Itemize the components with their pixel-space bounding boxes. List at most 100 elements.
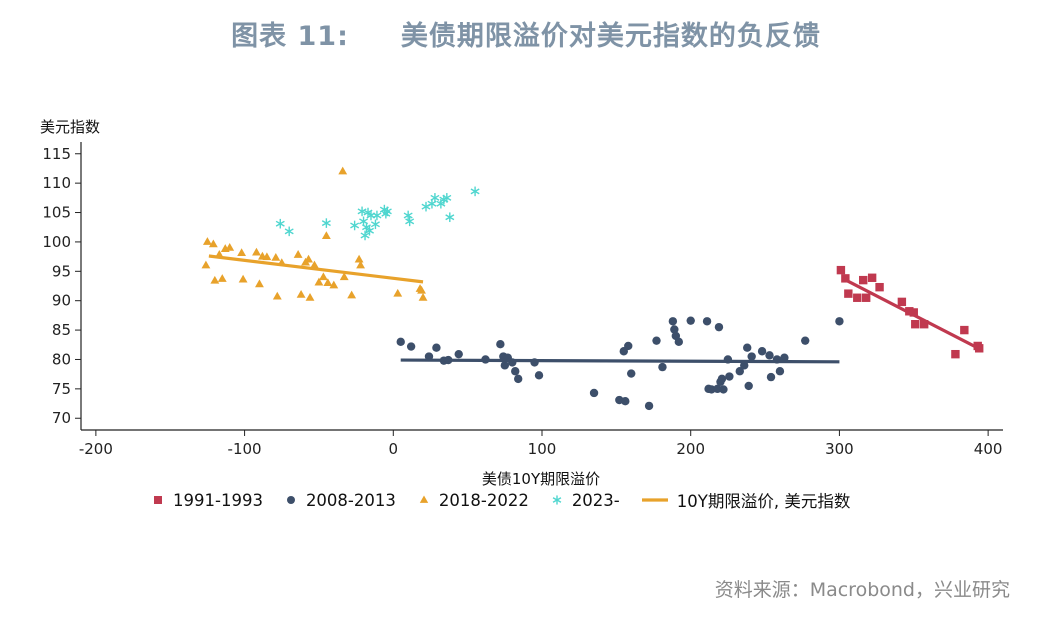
data-point [262, 252, 272, 261]
y-tick-label: 100 [42, 233, 71, 251]
data-point [347, 290, 357, 299]
data-point [658, 362, 667, 372]
data-point [780, 353, 789, 362]
y-tick-label: 70 [52, 409, 71, 427]
y-tick-label: 90 [52, 292, 71, 310]
data-point [238, 274, 248, 283]
data-point [500, 361, 510, 370]
data-point [314, 277, 324, 286]
y-axis-title: 美元指数 [40, 118, 100, 136]
series-2008-2013 [396, 316, 844, 411]
y-tick-label: 115 [42, 145, 71, 163]
figure-label: 图表 11: [231, 21, 349, 52]
x-tick-label: 100 [528, 440, 557, 458]
data-point [201, 260, 211, 269]
data-point [909, 308, 918, 317]
legend-marker [286, 496, 295, 504]
fit-line-1991-1993 [841, 276, 982, 351]
x-axis-title: 美债10Y期限溢价 [482, 470, 600, 488]
data-point [765, 351, 774, 360]
x-tick-label: 300 [825, 440, 854, 458]
data-point [534, 371, 544, 380]
legend-label: 10Y期限溢价, 美元指数 [676, 492, 851, 511]
x-tick-label: -100 [228, 440, 262, 458]
data-point [275, 218, 285, 229]
data-point [775, 367, 785, 376]
data-point [354, 254, 364, 263]
legend-label: 2008-2013 [305, 490, 396, 510]
data-point [836, 265, 846, 275]
fit-line-2018-2022 [208, 254, 424, 284]
data-point [702, 317, 712, 326]
data-point [897, 297, 907, 307]
data-point [357, 206, 367, 217]
legend-label: 2023- [571, 490, 620, 510]
figure-title: 图表 11: 美债期限溢价对美元指数的负反馈 [0, 14, 1052, 53]
data-point [747, 352, 756, 361]
data-point [621, 397, 630, 406]
data-point [454, 349, 463, 359]
data-point [372, 210, 382, 221]
y-tick-label: 95 [52, 262, 71, 280]
data-point [271, 252, 281, 261]
data-point [686, 316, 695, 325]
data-point [674, 337, 684, 347]
data-point [293, 250, 303, 258]
source-note: 资料来源：Macrobond，兴业研究 [714, 579, 1010, 601]
data-point [272, 291, 282, 300]
data-point [744, 381, 753, 391]
x-tick-label: 0 [389, 440, 399, 458]
data-point [405, 216, 415, 227]
legend-marker [154, 496, 162, 504]
data-point [442, 193, 452, 203]
data-point [255, 279, 264, 288]
data-point [217, 274, 227, 282]
data-point [514, 374, 523, 384]
data-point [396, 337, 405, 347]
data-point [652, 336, 661, 345]
data-point [861, 293, 871, 302]
data-point [714, 322, 724, 332]
y-tick-label: 85 [52, 321, 71, 339]
legend-item-2008-2013: 2008-2013 [285, 491, 396, 510]
data-point [844, 289, 853, 298]
data-point [406, 342, 416, 351]
data-point [296, 290, 306, 298]
data-point [208, 239, 218, 248]
data-point [350, 220, 360, 231]
data-point [445, 212, 455, 223]
legend-marker [419, 495, 429, 503]
y-tick-label: 75 [52, 380, 71, 398]
data-point [237, 248, 247, 257]
legend: 1991-1993 2008-2013 2018-2022 2023- 10Y期限溢价,… [152, 488, 872, 512]
legend-item-2023-: 2023- [551, 491, 620, 510]
legend-swatch [154, 496, 162, 504]
data-point [951, 349, 960, 359]
y-tick-label: 105 [42, 204, 71, 222]
legend-swatch [552, 495, 562, 505]
data-point [329, 280, 339, 289]
data-point [835, 317, 844, 326]
legend-swatch [419, 495, 429, 503]
data-point [496, 339, 505, 349]
axes: 70 75 80 85 90 95 100 105 110 115 -200 -100 0 100 200 3… [42, 142, 1003, 458]
x-tick-label: 400 [974, 440, 1003, 458]
data-point [624, 341, 633, 351]
data-point [403, 210, 413, 221]
data-point [318, 272, 328, 281]
legend-item-1991-1993: 1991-1993 [152, 491, 263, 510]
y-tick-label: 80 [52, 350, 71, 368]
data-point [432, 343, 441, 352]
data-point [323, 278, 333, 287]
data-point [339, 272, 349, 281]
data-point [418, 292, 428, 301]
fit-line-2008-2013 [400, 358, 840, 364]
legend-swatch [641, 498, 668, 502]
data-point [356, 260, 365, 269]
data-point [310, 260, 319, 269]
data-point [589, 388, 599, 398]
data-point [627, 369, 636, 378]
data-point [766, 372, 776, 382]
data-point [644, 401, 654, 411]
